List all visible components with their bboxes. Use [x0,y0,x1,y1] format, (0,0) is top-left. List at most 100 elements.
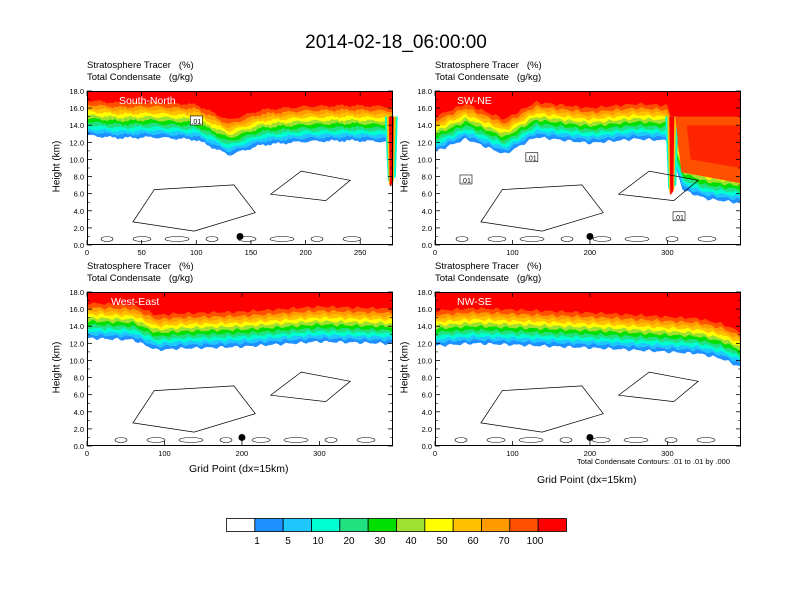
y-tick-label: 18.0 [417,87,432,96]
condensate-contour [591,437,611,443]
condensate-contour [617,170,699,201]
colorbar-label: 20 [343,536,355,547]
colorbar-swatch [481,518,511,532]
condensate-contour [269,371,351,402]
colorbar-label: 1 [254,536,260,547]
colorbar-swatch [339,518,369,532]
panel-west-east: Stratosphere Tracer (%) Total Condensate… [52,261,393,475]
colorbar-swatch [537,518,567,532]
y-tick-label: 12.0 [417,138,432,147]
y-tick-label: 8.0 [422,374,432,383]
condensate-contour [219,437,233,443]
condensate-contour [283,437,309,443]
location-marker [586,433,594,441]
x-tick-label: 250 [354,248,367,257]
x-tick-label: 100 [506,449,519,458]
tracer-band [435,292,741,334]
x-tick-label: 0 [433,449,437,458]
colorbar-label: 50 [436,536,448,547]
condensate-contour [696,437,716,443]
y-tick-label: 2.0 [74,224,84,233]
y-tick-label: 2.0 [422,425,432,434]
x-tick-label: 100 [506,248,519,257]
condensate-contour [164,236,190,242]
y-tick-label: 4.0 [74,207,84,216]
condensate-contour [617,371,699,402]
y-tick-label: 2.0 [422,224,432,233]
colorbar-swatch [226,518,256,532]
y-tick-label: 14.0 [69,121,84,130]
x-tick-label: 100 [190,248,203,257]
y-tick-label: 12.0 [69,138,84,147]
cross-section-plot: .01 0.0 2.0 4.0 6.0 8.0 10.0 12.0 14.0 16.0 18.0 0 5… [69,87,398,257]
condensate-label: Total Condensate (g/kg) [87,273,194,284]
tracer-label: Stratosphere Tracer (%) [435,261,542,272]
y-axis-label: Height (km) [399,341,411,394]
condensate-contour [697,236,717,242]
condensate-contour [356,437,376,443]
y-tick-label: 16.0 [69,305,84,314]
contour-label-box [525,152,539,163]
condensate-contour [664,437,678,443]
colorbar-label: 60 [467,536,479,547]
condensate-label: Total Condensate (g/kg) [435,72,542,83]
y-tick-label: 12.0 [69,339,84,348]
condensate-contour [269,170,351,201]
y-tick-label: 12.0 [417,339,432,348]
x-tick-label: 200 [236,449,249,458]
tracer-label: Stratosphere Tracer (%) [435,60,542,71]
contour-label: .01 [461,178,471,185]
y-tick-label: 8.0 [74,173,84,182]
y-tick-label: 10.0 [69,356,84,365]
y-tick-label: 10.0 [417,155,432,164]
condensate-contour [665,236,679,242]
panel-south-north: Stratosphere Tracer (%) Total Condensate… [52,60,398,257]
contour-label: .01 [674,215,684,222]
colorbar [226,518,567,532]
x-tick-label: 0 [85,248,89,257]
colorbar-label: 10 [312,536,324,547]
condensate-contour [519,236,545,242]
x-tick-label: 150 [245,248,258,257]
page-title: 2014-02-18_06:00:00 [305,32,487,53]
condensate-contour [132,385,256,433]
x-axis-label: Grid Point (dx=15km) [537,474,637,486]
y-tick-label: 18.0 [69,288,84,297]
y-tick-label: 4.0 [74,408,84,417]
colorbar-label: 70 [498,536,510,547]
colorbar-swatch [282,518,312,532]
location-marker [238,433,246,441]
panel-name: West-East [111,296,160,308]
condensate-contour [342,236,362,242]
x-tick-label: 200 [584,449,597,458]
y-tick-label: 2.0 [74,425,84,434]
y-axis-label: Height (km) [51,140,63,193]
x-tick-label: 200 [584,248,597,257]
condensate-label: Total Condensate (g/kg) [435,273,542,284]
location-marker [586,232,594,240]
condensate-contour [592,236,612,242]
x-tick-label: 300 [661,248,674,257]
y-tick-label: 14.0 [69,322,84,331]
contour-label: .01 [191,119,201,126]
condensate-contour [324,437,338,443]
condensate-contour [454,437,468,443]
x-tick-label: 300 [661,449,674,458]
y-tick-label: 16.0 [417,305,432,314]
y-tick-label: 16.0 [417,104,432,113]
y-tick-label: 8.0 [422,173,432,182]
colorbar-swatch [254,518,284,532]
colorbar-swatch [509,518,539,532]
x-axis-label: Grid Point (dx=15km) [189,463,289,475]
condensate-contour [100,236,114,242]
cross-section-plot: 0.0 2.0 4.0 6.0 8.0 10.0 12.0 14.0 16.0 18.0 0 100 2… [417,288,741,458]
cross-section-plot: .01 .01 .01 0.0 2.0 4.0 6.0 8.0 10.0 12.0 14.0 16.0… [417,87,741,257]
condensate-contour [624,236,650,242]
y-tick-label: 6.0 [74,391,84,400]
condensate-contour [269,236,295,242]
contour-label: .01 [527,156,537,163]
tracer-band [87,292,393,316]
condensate-contour [205,236,219,242]
colorbar-label: 5 [285,536,291,547]
y-tick-label: 8.0 [74,374,84,383]
